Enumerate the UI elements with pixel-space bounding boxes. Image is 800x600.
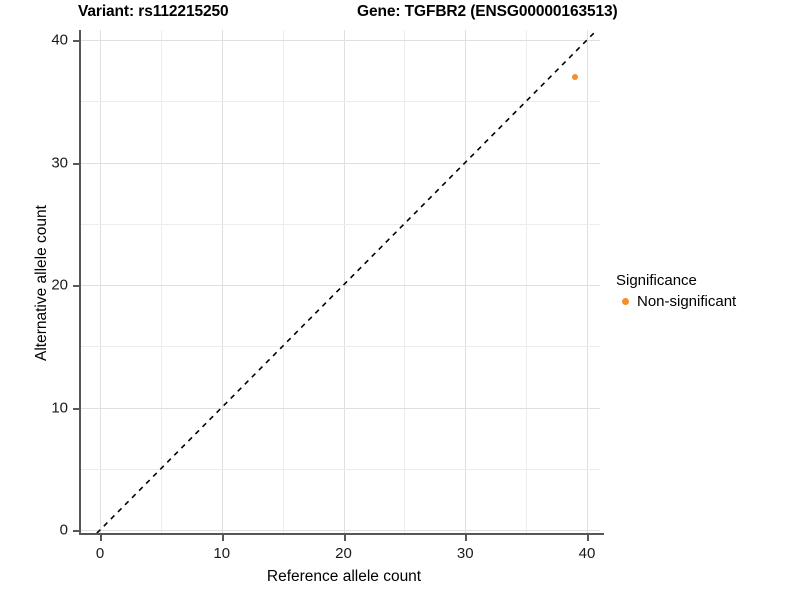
y-tick-label: 10 (51, 399, 68, 416)
legend: Significance Non-significant (616, 272, 798, 311)
x-tick-mark (344, 535, 346, 541)
x-tick-label: 30 (456, 545, 474, 562)
y-tick-mark (73, 285, 80, 287)
y-tick-label: 30 (51, 154, 68, 171)
gridline-horizontal (80, 530, 600, 531)
gridline-vertical (344, 30, 345, 533)
x-tick-label: 20 (335, 545, 352, 562)
gridline-vertical (222, 30, 223, 533)
x-tick-mark (100, 535, 102, 541)
identity-reference-line (95, 30, 599, 533)
x-tick-mark (465, 535, 467, 541)
y-tick-mark (73, 163, 80, 165)
title-row: Variant: rs112215250 Gene: TGFBR2 (ENSG0… (0, 0, 800, 28)
gene-title: Gene: TGFBR2 (ENSG00000163513) (357, 3, 618, 20)
gridline-vertical (283, 30, 284, 533)
y-tick-mark (73, 530, 80, 532)
x-tick-mark (587, 535, 589, 541)
x-tick-label: 40 (578, 545, 596, 562)
gridline-vertical (161, 30, 162, 533)
legend-items: Non-significant (616, 291, 798, 311)
plot-panel (80, 30, 600, 533)
legend-label: Non-significant (637, 292, 737, 310)
gridline-vertical (100, 30, 101, 533)
gridline-vertical (526, 30, 527, 533)
legend-dot-icon (621, 297, 629, 305)
y-axis-title: Alternative allele count (33, 205, 50, 361)
x-axis-line (79, 533, 604, 535)
gridline-horizontal (80, 163, 600, 164)
x-tick-mark (222, 535, 224, 541)
legend-key (616, 292, 634, 310)
gridline-horizontal (80, 469, 600, 470)
gridline-horizontal (80, 40, 600, 41)
gridline-horizontal (80, 101, 600, 102)
gridline-vertical (404, 30, 405, 533)
gridline-vertical (587, 30, 588, 533)
x-tick-label: 10 (213, 545, 231, 562)
y-tick-label: 20 (51, 276, 68, 294)
x-tick-label: 0 (95, 545, 105, 562)
y-tick-mark (73, 40, 80, 42)
variant-title: Variant: rs112215250 (78, 3, 229, 20)
y-axis-line (79, 30, 81, 535)
y-tick-label: 0 (59, 521, 68, 539)
y-tick-label: 40 (51, 31, 68, 49)
y-tick-mark (73, 408, 80, 410)
gridline-horizontal (80, 346, 600, 347)
legend-title: Significance (616, 272, 697, 289)
gridline-horizontal (80, 224, 600, 225)
legend-item[interactable]: Non-significant (616, 291, 798, 311)
gridline-horizontal (80, 285, 600, 286)
gridline-horizontal (80, 408, 600, 409)
x-axis-title: Reference allele count (266, 568, 422, 585)
data-point[interactable] (571, 73, 578, 80)
gridline-vertical (465, 30, 466, 533)
